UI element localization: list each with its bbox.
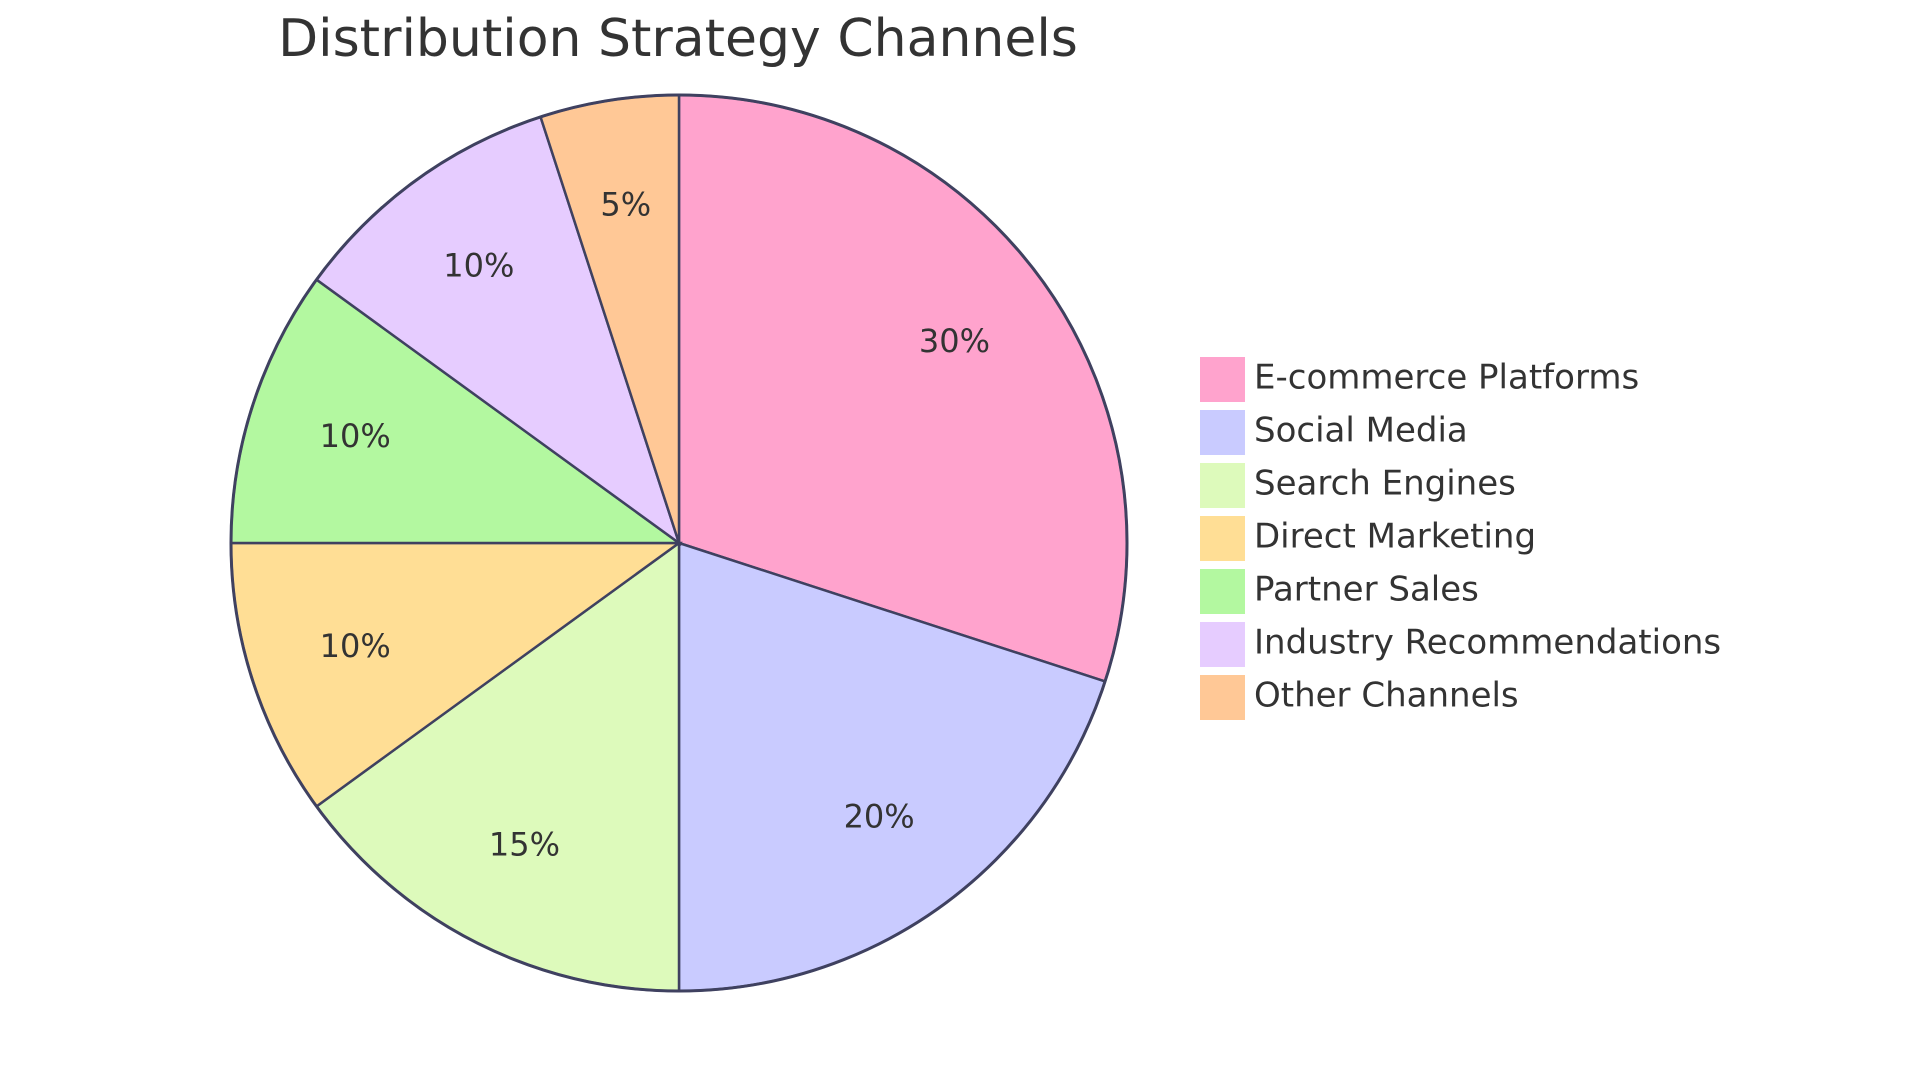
slice-label: 10%	[320, 417, 391, 455]
legend-swatch	[1200, 516, 1245, 561]
legend-swatch	[1200, 569, 1245, 614]
legend-label: Partner Sales	[1254, 570, 1479, 610]
legend-label: Industry Recommendations	[1254, 623, 1721, 663]
chart-title: Distribution Strategy Channels	[278, 9, 1078, 69]
legend-label: Social Media	[1254, 411, 1468, 451]
legend-swatch	[1200, 675, 1245, 720]
slice-label: 5%	[600, 186, 651, 224]
pie-outline	[229, 93, 1129, 993]
slice-label: 15%	[489, 825, 560, 863]
slice-label: 10%	[320, 627, 391, 665]
legend-swatch	[1200, 622, 1245, 667]
legend-swatch	[1200, 410, 1245, 455]
legend-swatch	[1200, 463, 1245, 508]
legend-label: Other Channels	[1254, 676, 1519, 716]
legend-swatch	[1200, 357, 1245, 402]
legend-label: Search Engines	[1254, 464, 1516, 504]
slice-label: 30%	[919, 322, 990, 360]
slice-label: 10%	[443, 247, 514, 285]
legend-label: E-commerce Platforms	[1254, 358, 1639, 398]
slice-label: 20%	[844, 797, 915, 835]
legend-label: Direct Marketing	[1254, 517, 1536, 557]
